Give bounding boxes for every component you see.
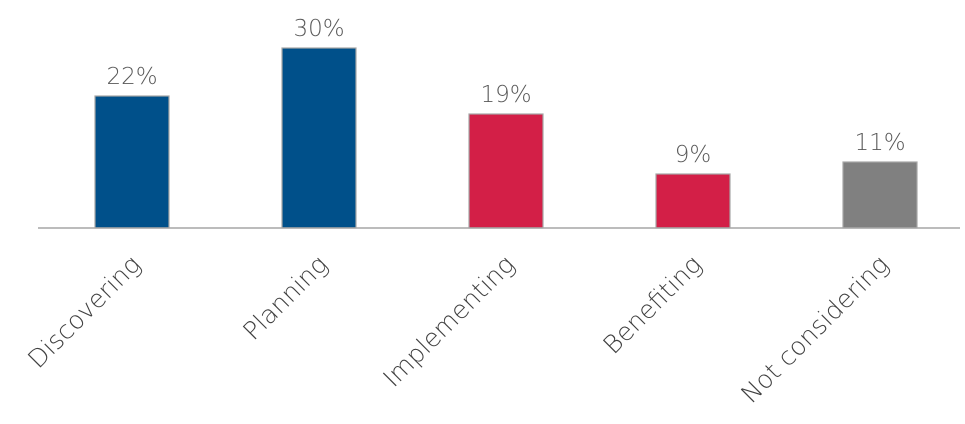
bar-planning xyxy=(281,47,357,229)
category-label-planning: Planning xyxy=(237,250,333,346)
value-labels-layer: 22% 30% 19% 9% 11% xyxy=(106,16,905,168)
value-label-planning: 30% xyxy=(293,16,344,42)
category-labels-layer: Discovering Planning Implementing Benefitin… xyxy=(22,250,894,409)
category-label-discovering: Discovering xyxy=(22,250,146,374)
bars-layer xyxy=(94,47,918,229)
category-label-benefiting: Benefiting xyxy=(597,250,707,360)
value-label-not-considering: 11% xyxy=(854,130,905,156)
value-label-discovering: 22% xyxy=(106,64,157,90)
category-label-not-considering: Not considering xyxy=(735,250,894,409)
value-label-benefiting: 9% xyxy=(675,142,712,168)
value-label-implementing: 19% xyxy=(480,82,531,108)
bar-implementing xyxy=(468,113,544,229)
bar-discovering xyxy=(94,95,170,229)
bar-not-considering xyxy=(842,161,918,229)
bar-benefiting xyxy=(655,173,731,229)
category-label-implementing: Implementing xyxy=(377,250,520,393)
